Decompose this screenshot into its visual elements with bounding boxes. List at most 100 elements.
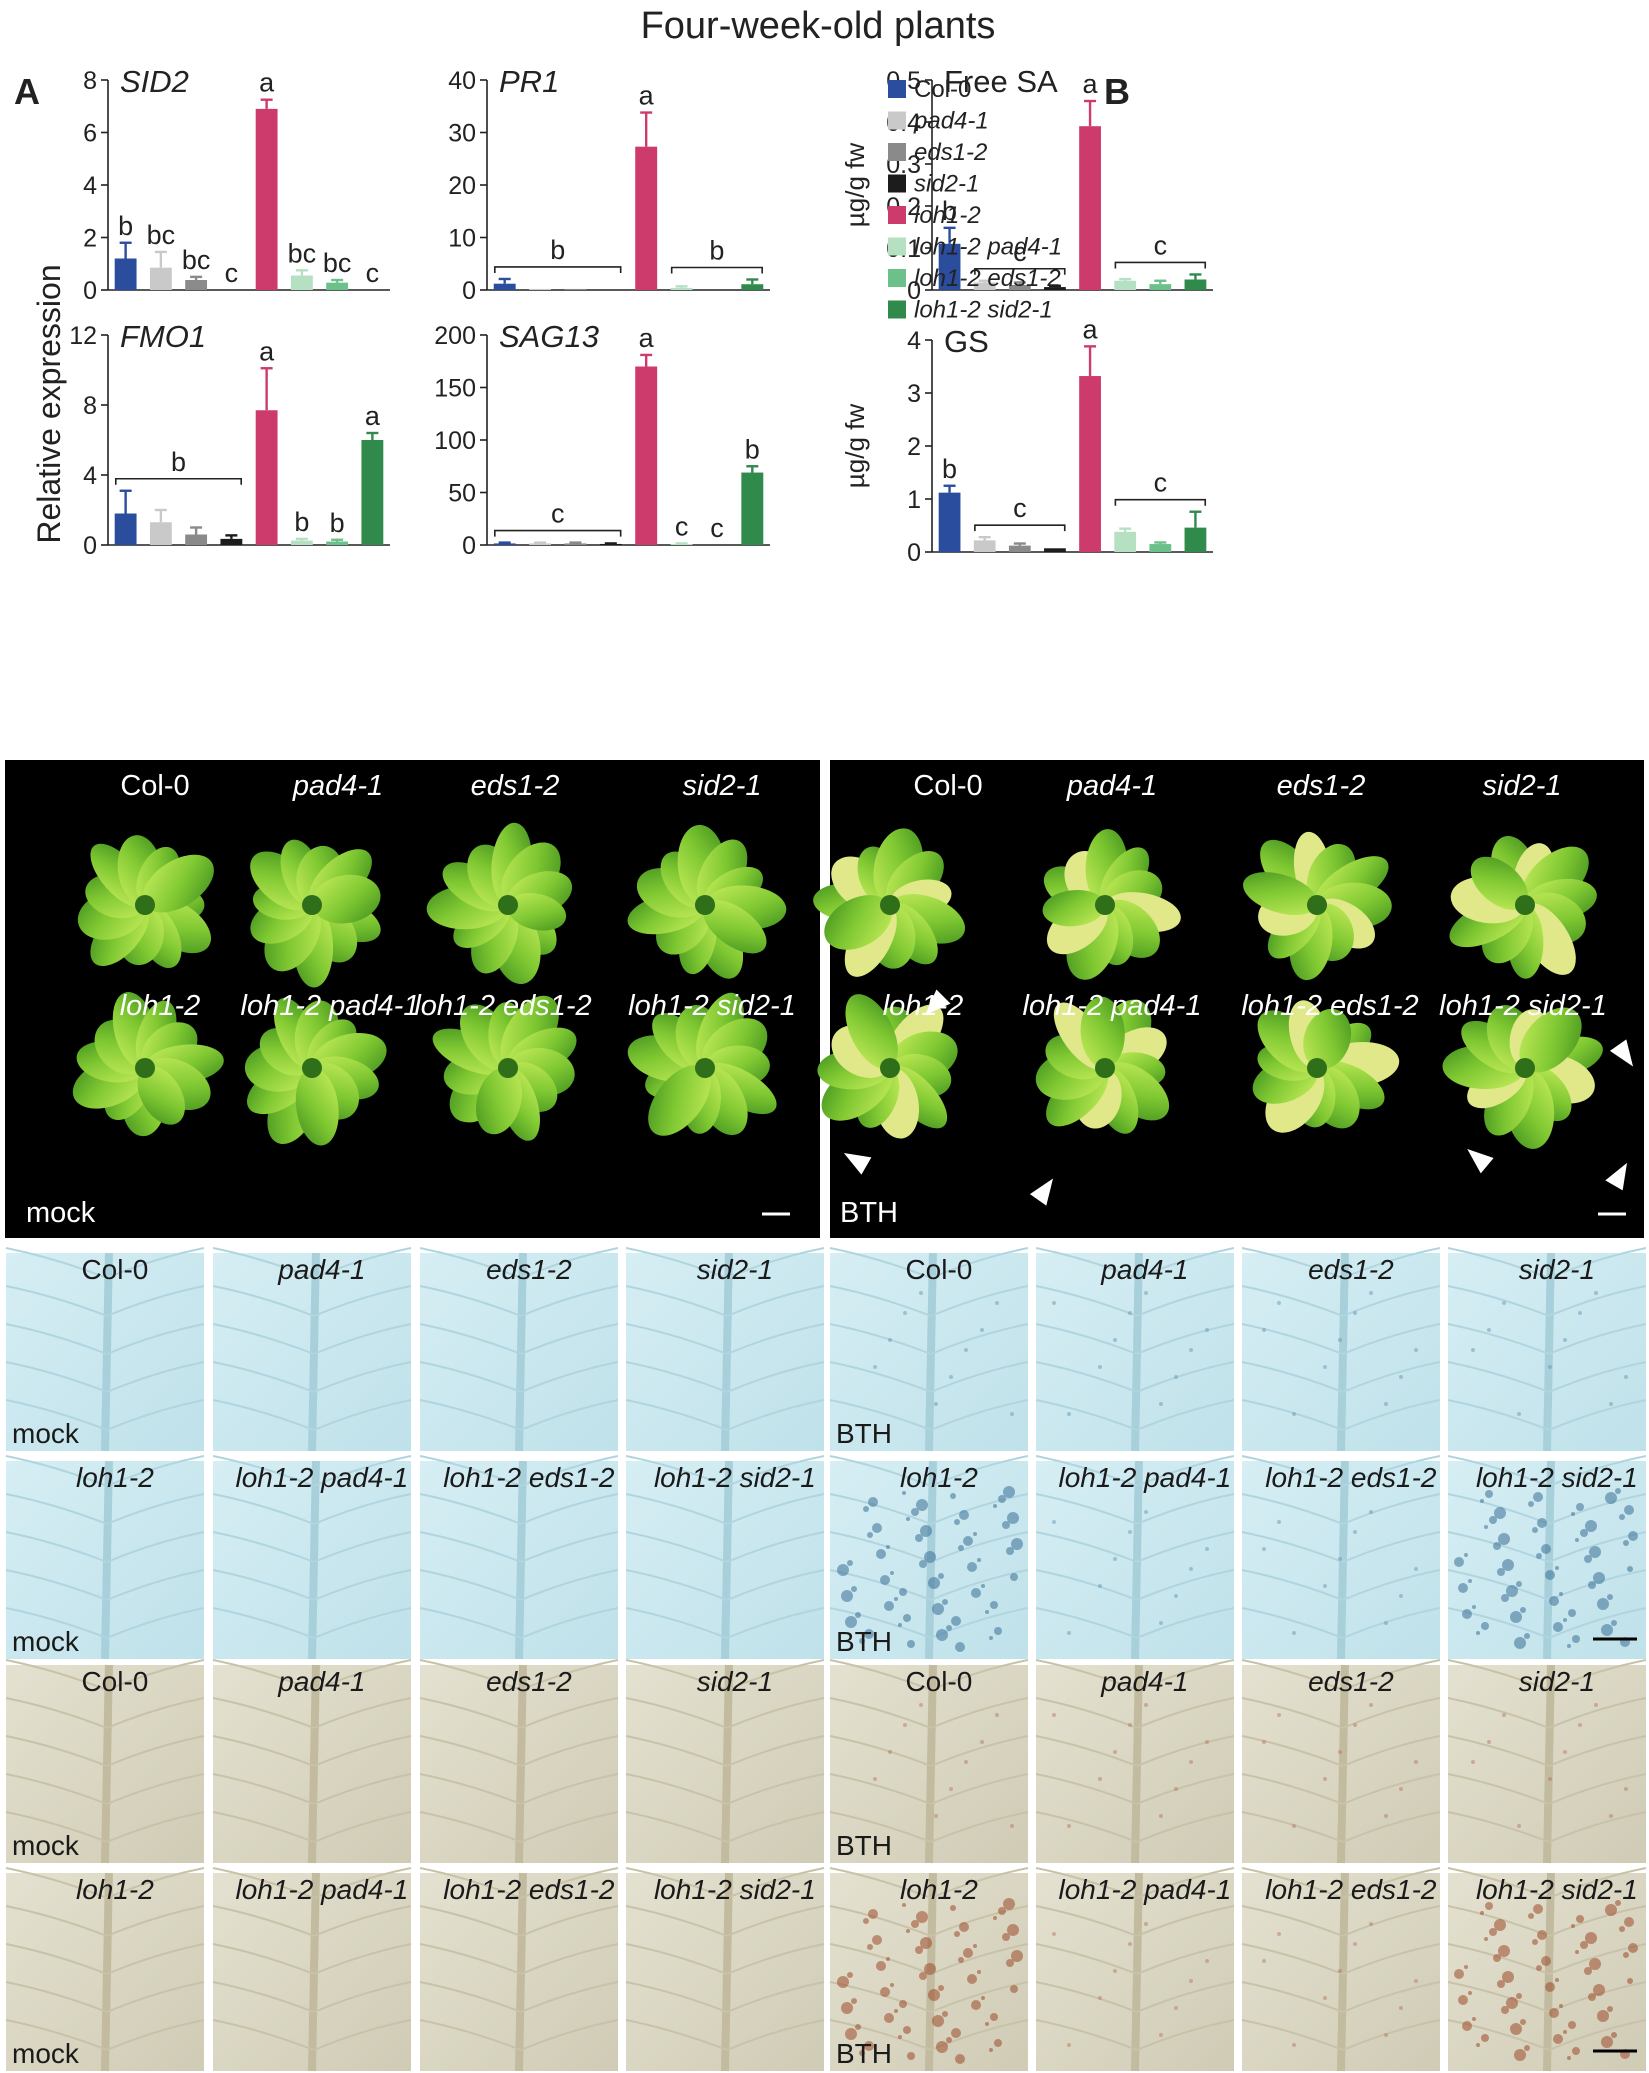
leaf-vein: [520, 1811, 619, 1843]
leaf-vein: [106, 2019, 205, 2051]
stain-spot: [1006, 1959, 1014, 1967]
stain-spot: [899, 2000, 907, 2008]
stain-spot: [903, 1614, 911, 1622]
stain-spot: [955, 1642, 965, 1652]
rosette: [627, 992, 777, 1136]
stain-spot: [1144, 1510, 1148, 1514]
leaf-tile: sid2-1: [1447, 1659, 1647, 1864]
rosette-center: [1515, 895, 1535, 915]
stain-spot: [928, 1989, 940, 2001]
group-bracket: [974, 267, 1066, 275]
bar: [1184, 527, 1207, 552]
leaf-vein: [1342, 1697, 1441, 1729]
group-letter: c: [1154, 230, 1168, 260]
panel-c-label: loh1-2 eds1-2: [1241, 990, 1418, 1022]
leaf-vein: [625, 1361, 728, 1393]
stain-spot: [855, 2024, 861, 2030]
stain-spot: [873, 1777, 877, 1781]
stain-spot: [1399, 1594, 1403, 1598]
tile-label: loh1-2 sid2-1: [1476, 1874, 1638, 1905]
leaf-midrib: [1543, 1664, 1555, 1864]
leaf-vein: [1241, 1735, 1344, 1767]
rosette: [1243, 831, 1392, 981]
stain-spot: [980, 1740, 984, 1744]
stain-spot: [1262, 1328, 1266, 1332]
stain-spot: [864, 2041, 874, 2051]
leaf-midrib: [515, 1664, 527, 1864]
arrowhead-marker: [925, 989, 951, 1015]
leaf-vein: [419, 1811, 522, 1843]
bar: [973, 282, 996, 290]
leaf-vein: [1548, 1361, 1647, 1393]
leaf-tile: eds1-2: [1241, 1659, 1441, 1864]
leaf-midrib: [1131, 1872, 1143, 2072]
leaf-vein: [106, 1569, 205, 1601]
leaf-vein: [1136, 1569, 1235, 1601]
stain-spot: [1189, 1348, 1193, 1352]
stain-spot: [1609, 1402, 1613, 1406]
leaf-vein: [520, 1607, 619, 1639]
bar: [564, 288, 587, 290]
leaf-vein: [212, 1531, 315, 1563]
significance-letter: a: [259, 336, 275, 366]
stain-spot: [880, 1575, 890, 1585]
leaf-vein: [1035, 1531, 1138, 1563]
stain-spot: [1524, 2045, 1530, 2051]
leaf-vein: [313, 1569, 412, 1601]
stain-spot: [1369, 1510, 1373, 1514]
rosette-center: [695, 1058, 715, 1078]
leaf-vein: [625, 1285, 728, 1317]
stain-spot: [1528, 1913, 1534, 1919]
leaf-vein: [829, 1735, 932, 1767]
leaf-midrib: [721, 1252, 733, 1452]
significance-letter: bc: [147, 220, 176, 250]
leaf-vein: [1447, 2019, 1550, 2051]
stain-spot: [919, 1560, 927, 1568]
stain-spot: [1472, 1605, 1476, 1609]
significance-letter: b: [942, 196, 957, 226]
leaf-vein: [829, 1697, 932, 1729]
stain-spot: [868, 1909, 878, 1919]
stain-spot: [1628, 1531, 1638, 1541]
rosette-center: [302, 1058, 322, 1078]
stain-spot: [1517, 1412, 1521, 1416]
leaf-vein: [1342, 1811, 1441, 1843]
leaf-vein: [930, 1285, 1029, 1317]
stain-spot: [1601, 2036, 1613, 2048]
leaf-vein: [212, 1981, 315, 2013]
stain-spot: [936, 1629, 948, 1641]
stain-spot: [1205, 1740, 1209, 1744]
leaf-vein: [1447, 1455, 1550, 1487]
leaf-tile: sid2-1: [1447, 1247, 1647, 1452]
panel-c-label: Col-0: [913, 770, 982, 802]
stain-spot: [1601, 1624, 1613, 1636]
leaf-vein: [829, 1493, 932, 1525]
stain-spot: [868, 1497, 878, 1507]
panel-e-tiles: Col-0 mock pad4-1 eds1-2 sid2-1 Col-0 BTH pad4-…: [5, 1659, 1647, 2072]
stain-spot: [1369, 1291, 1373, 1295]
leaf-vein: [930, 1697, 1029, 1729]
leaf-vein: [1548, 1905, 1647, 1937]
leaf-vein: [1447, 1323, 1550, 1355]
rosette: [817, 994, 958, 1139]
stain-spot: [1098, 1777, 1102, 1781]
leaf-vein: [106, 1811, 205, 1843]
bar: [493, 543, 516, 545]
stain-spot: [955, 2054, 965, 2064]
rosette-center: [1307, 895, 1327, 915]
chart-title: SAG13: [499, 319, 599, 354]
leaf-vein: [419, 1285, 522, 1317]
leaf-vein: [726, 1905, 825, 1937]
bar: [938, 492, 961, 552]
leaf-vein: [1241, 1247, 1344, 1279]
stain-spot: [924, 1963, 936, 1975]
leaf-vein: [1035, 1867, 1138, 1899]
stain-spot: [903, 1723, 907, 1727]
leaf-vein: [5, 1493, 108, 1525]
chart-5: 0 1 2 3 4 GS µg/g fw b a c c: [840, 314, 1213, 567]
leaf-vein: [726, 1659, 825, 1691]
leaf-vein: [1035, 1247, 1138, 1279]
bar: [635, 366, 658, 545]
leaf-vein: [313, 1493, 412, 1525]
